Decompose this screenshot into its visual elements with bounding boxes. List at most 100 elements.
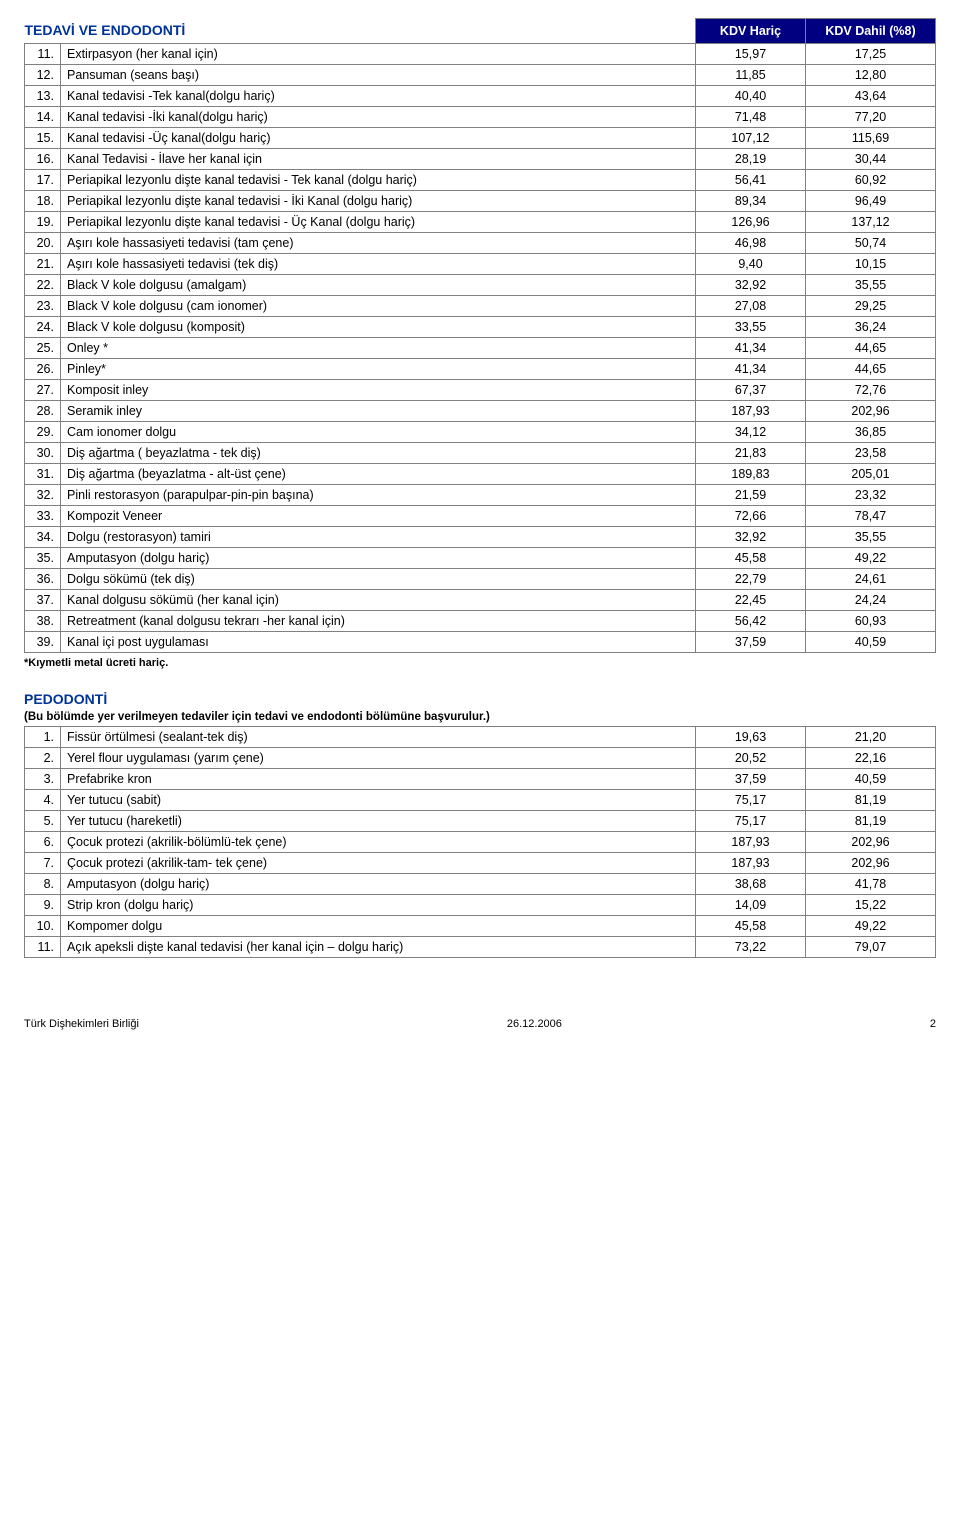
row-number: 33. [25,505,61,526]
row-description: Black V kole dolgusu (amalgam) [61,274,696,295]
table-row: 11.Extirpasyon (her kanal için)15,9717,2… [25,43,936,64]
row-description: Pansuman (seans başı) [61,64,696,85]
footer-center: 26.12.2006 [507,1018,562,1030]
row-description: Cam ionomer dolgu [61,421,696,442]
row-kdv-dahil: 21,20 [806,726,936,747]
row-number: 37. [25,589,61,610]
row-kdv-dahil: 202,96 [806,400,936,421]
row-description: Aşırı kole hassasiyeti tedavisi (tam çen… [61,232,696,253]
row-kdv-dahil: 12,80 [806,64,936,85]
row-number: 11. [25,43,61,64]
row-number: 19. [25,211,61,232]
row-kdv-dahil: 44,65 [806,358,936,379]
row-number: 9. [25,894,61,915]
table-row: 18.Periapikal lezyonlu dişte kanal tedav… [25,190,936,211]
row-description: Komposit inley [61,379,696,400]
table-row: 35.Amputasyon (dolgu hariç)45,5849,22 [25,547,936,568]
row-kdv-haric: 126,96 [696,211,806,232]
row-description: Extirpasyon (her kanal için) [61,43,696,64]
row-kdv-haric: 41,34 [696,358,806,379]
table-row: 30.Diş ağartma ( beyazlatma - tek diş)21… [25,442,936,463]
table-row: 2.Yerel flour uygulaması (yarım çene)20,… [25,747,936,768]
table-row: 26.Pinley*41,3444,65 [25,358,936,379]
table-row: 38.Retreatment (kanal dolgusu tekrarı -h… [25,610,936,631]
row-kdv-haric: 41,34 [696,337,806,358]
row-kdv-dahil: 23,32 [806,484,936,505]
table-row: 20.Aşırı kole hassasiyeti tedavisi (tam … [25,232,936,253]
row-kdv-haric: 32,92 [696,526,806,547]
row-description: Kanal içi post uygulaması [61,631,696,652]
row-kdv-dahil: 24,61 [806,568,936,589]
row-kdv-haric: 38,68 [696,873,806,894]
row-description: Dolgu (restorasyon) tamiri [61,526,696,547]
row-description: Periapikal lezyonlu dişte kanal tedavisi… [61,190,696,211]
table-row: 6.Çocuk protezi (akrilik-bölümlü-tek çen… [25,831,936,852]
table-row: 9.Strip kron (dolgu hariç)14,0915,22 [25,894,936,915]
row-number: 18. [25,190,61,211]
row-kdv-haric: 37,59 [696,631,806,652]
table-row: 1.Fissür örtülmesi (sealant-tek diş)19,6… [25,726,936,747]
row-kdv-dahil: 137,12 [806,211,936,232]
row-kdv-dahil: 205,01 [806,463,936,484]
row-number: 29. [25,421,61,442]
row-number: 38. [25,610,61,631]
row-kdv-dahil: 43,64 [806,85,936,106]
table-row: 34.Dolgu (restorasyon) tamiri32,9235,55 [25,526,936,547]
row-kdv-haric: 22,79 [696,568,806,589]
row-number: 31. [25,463,61,484]
row-kdv-haric: 19,63 [696,726,806,747]
row-number: 11. [25,936,61,957]
row-kdv-dahil: 24,24 [806,589,936,610]
row-number: 6. [25,831,61,852]
table-row: 11.Açık apeksli dişte kanal tedavisi (he… [25,936,936,957]
row-kdv-haric: 28,19 [696,148,806,169]
row-number: 23. [25,295,61,316]
row-description: Kompomer dolgu [61,915,696,936]
row-kdv-haric: 34,12 [696,421,806,442]
row-number: 36. [25,568,61,589]
row-kdv-haric: 187,93 [696,852,806,873]
table-row: 33.Kompozit Veneer72,6678,47 [25,505,936,526]
row-kdv-haric: 21,83 [696,442,806,463]
row-description: Diş ağartma (beyazlatma - alt-üst çene) [61,463,696,484]
row-description: Diş ağartma ( beyazlatma - tek diş) [61,442,696,463]
row-kdv-haric: 72,66 [696,505,806,526]
table-row: 4.Yer tutucu (sabit)75,1781,19 [25,789,936,810]
row-kdv-haric: 15,97 [696,43,806,64]
row-number: 7. [25,852,61,873]
row-kdv-dahil: 50,74 [806,232,936,253]
footnote-metal: *Kıymetli metal ücreti hariç. [24,657,936,669]
table-row: 21.Aşırı kole hassasiyeti tedavisi (tek … [25,253,936,274]
row-description: Strip kron (dolgu hariç) [61,894,696,915]
page-footer: Türk Dişhekimleri Birliği 26.12.2006 2 [24,1018,936,1030]
table-row: 36.Dolgu sökümü (tek diş)22,7924,61 [25,568,936,589]
row-number: 30. [25,442,61,463]
table-row: 37.Kanal dolgusu sökümü (her kanal için)… [25,589,936,610]
row-kdv-dahil: 15,22 [806,894,936,915]
row-number: 1. [25,726,61,747]
table-row: 19.Periapikal lezyonlu dişte kanal tedav… [25,211,936,232]
row-number: 8. [25,873,61,894]
row-number: 16. [25,148,61,169]
row-description: Çocuk protezi (akrilik-tam- tek çene) [61,852,696,873]
row-description: Periapikal lezyonlu dişte kanal tedavisi… [61,211,696,232]
row-description: Kanal tedavisi -İki kanal(dolgu hariç) [61,106,696,127]
row-number: 22. [25,274,61,295]
row-description: Amputasyon (dolgu hariç) [61,547,696,568]
row-kdv-dahil: 36,24 [806,316,936,337]
row-kdv-haric: 32,92 [696,274,806,295]
row-kdv-haric: 46,98 [696,232,806,253]
row-description: Kompozit Veneer [61,505,696,526]
row-description: Seramik inley [61,400,696,421]
row-kdv-dahil: 35,55 [806,526,936,547]
table-row: 24.Black V kole dolgusu (komposit)33,553… [25,316,936,337]
row-kdv-haric: 89,34 [696,190,806,211]
row-description: Yer tutucu (sabit) [61,789,696,810]
footer-right: 2 [930,1018,936,1030]
row-kdv-dahil: 77,20 [806,106,936,127]
row-kdv-dahil: 202,96 [806,831,936,852]
row-number: 14. [25,106,61,127]
table-row: 8.Amputasyon (dolgu hariç)38,6841,78 [25,873,936,894]
row-number: 21. [25,253,61,274]
row-kdv-haric: 9,40 [696,253,806,274]
